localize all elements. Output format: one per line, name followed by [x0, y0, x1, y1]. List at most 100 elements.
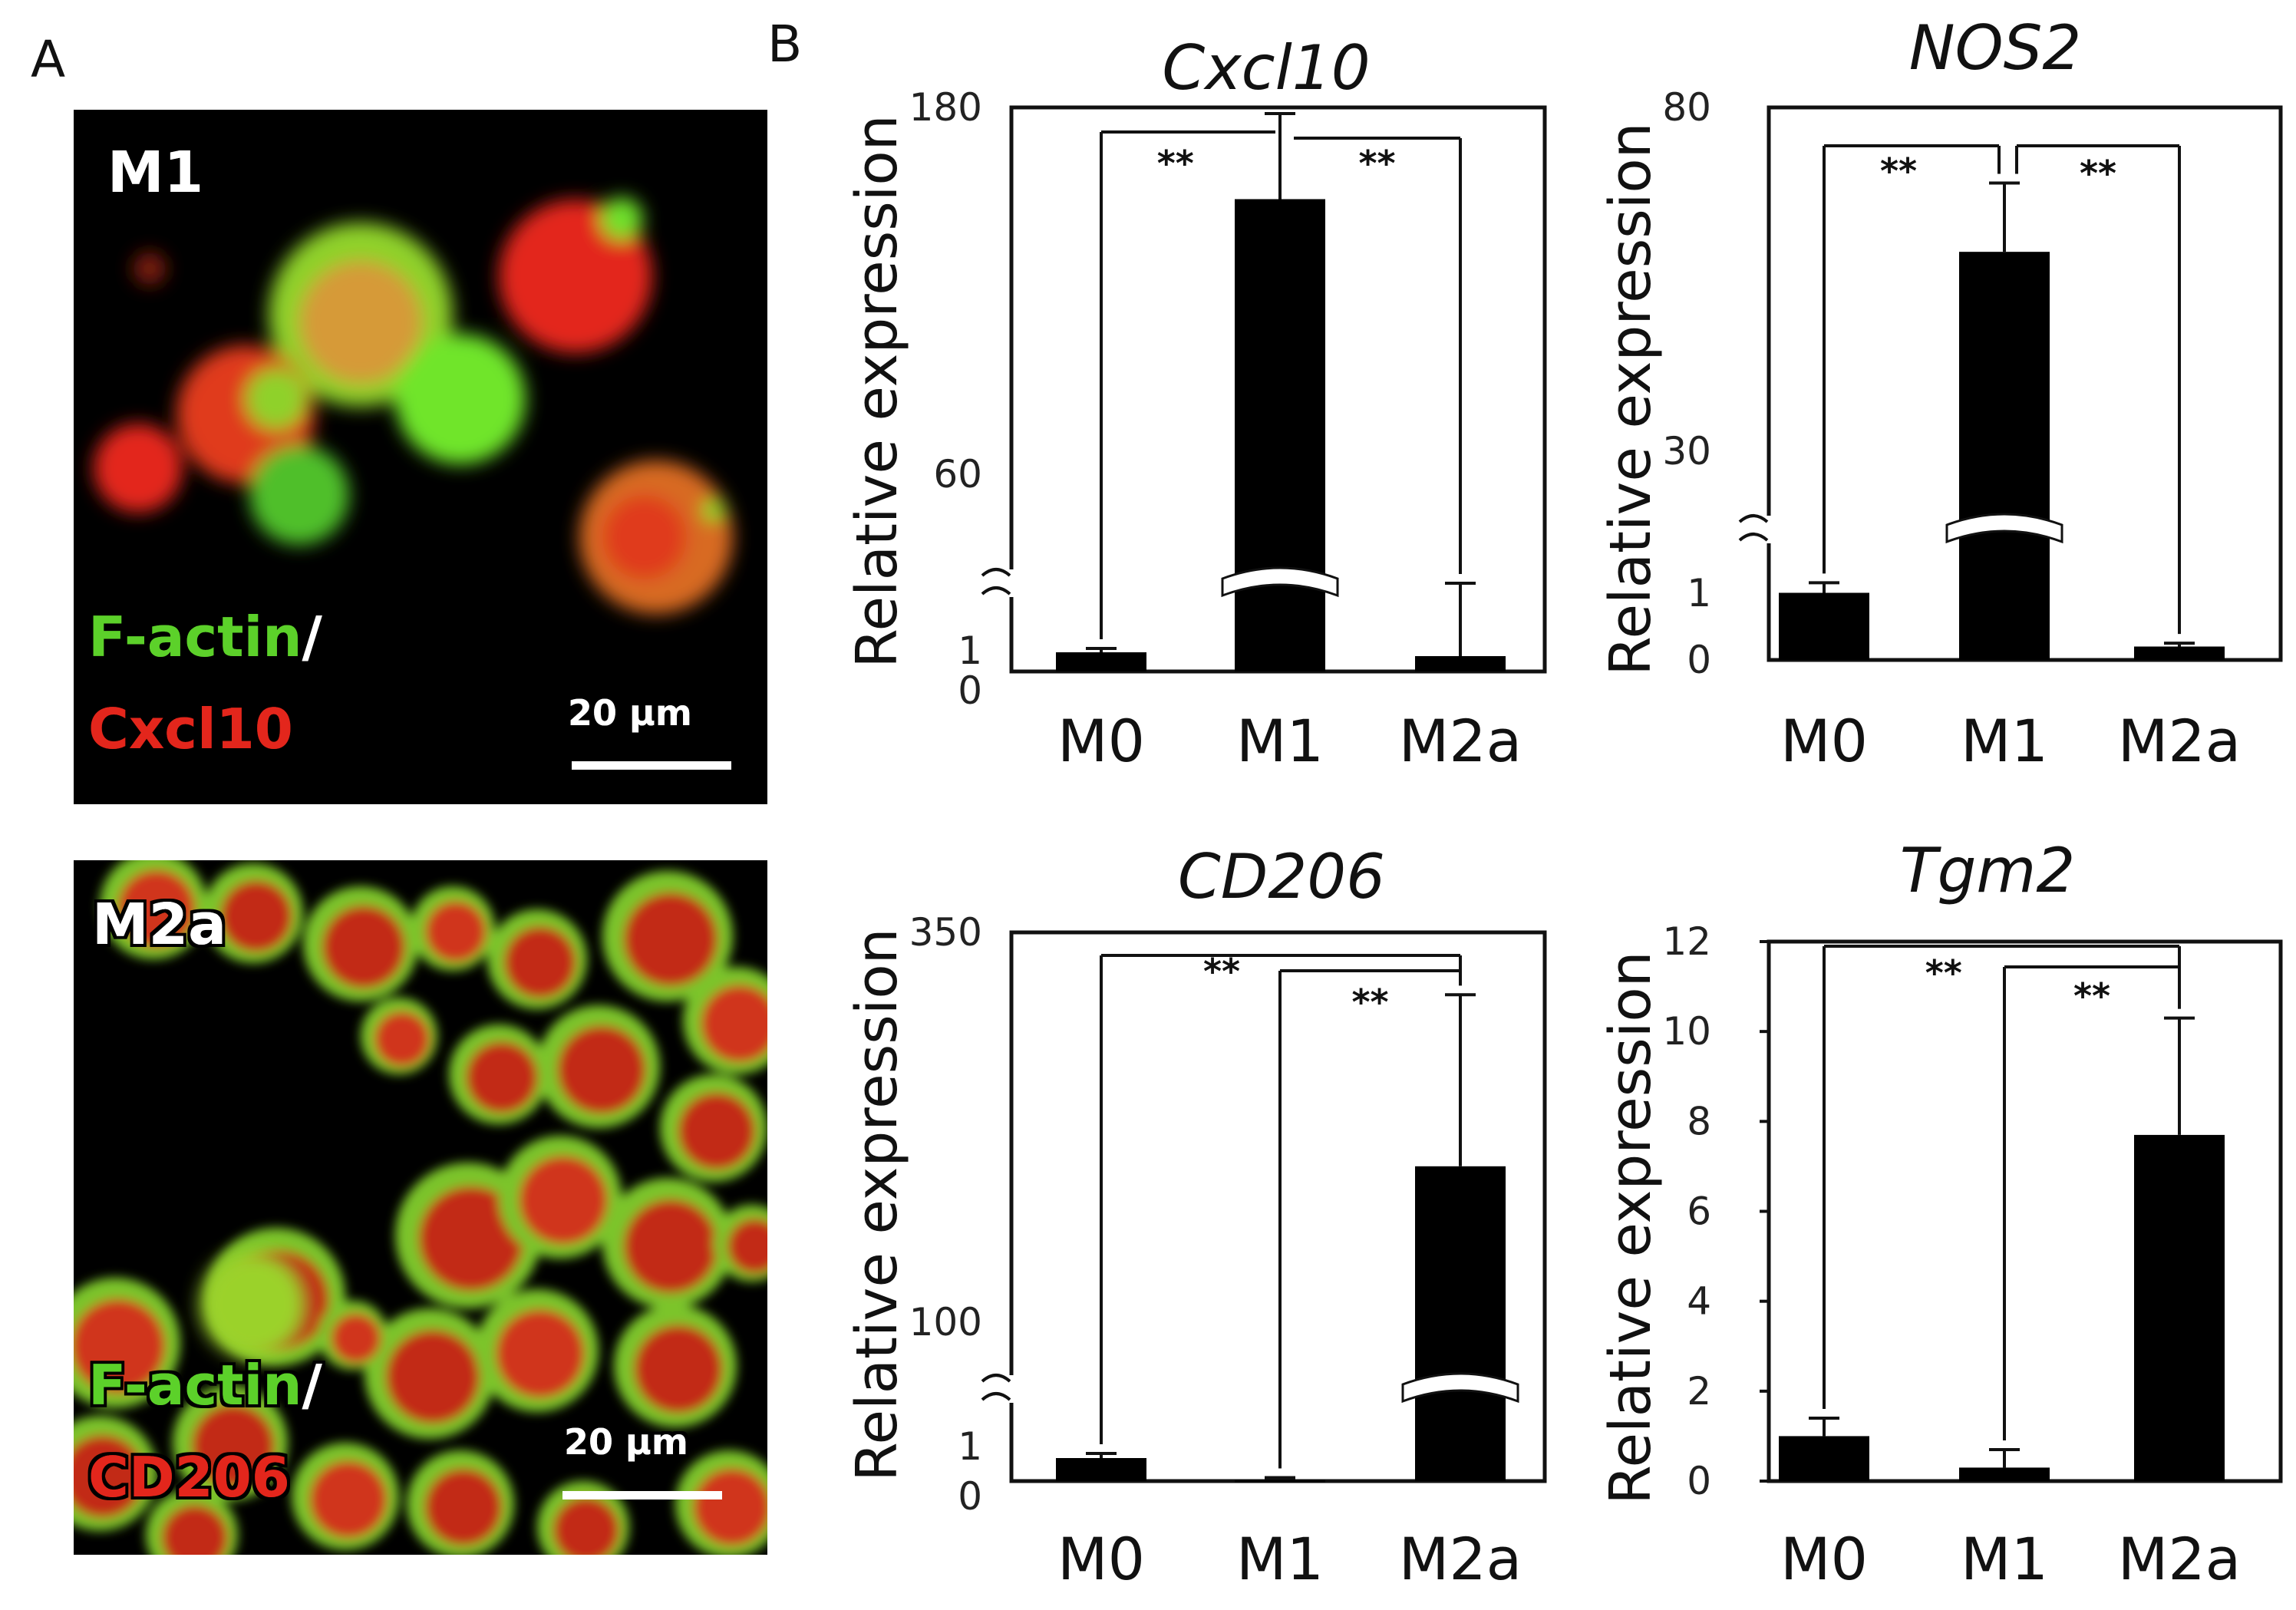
m2a-cell-core	[385, 1329, 480, 1424]
axis-break-mark	[981, 1374, 1011, 1383]
x-category-label: M1	[1236, 1525, 1324, 1593]
bar-m0	[1056, 1458, 1146, 1481]
m2a-cell-core	[519, 1156, 608, 1245]
m2a-cell-core	[374, 1011, 430, 1067]
y-tick-label: 6	[1687, 1189, 1711, 1234]
x-category-label: M0	[1057, 1525, 1145, 1593]
micrograph-m1-stain-red: Cxcl10	[88, 697, 293, 761]
bar-m2a	[1415, 656, 1506, 671]
x-category-label: M2a	[1399, 707, 1522, 775]
y-tick-label: 60	[933, 452, 982, 497]
significance-label: **	[2073, 975, 2110, 1017]
y-tick-label: 4	[1687, 1279, 1711, 1324]
significance-bracket: **	[2015, 144, 2181, 635]
m2a-cell-core	[727, 1219, 767, 1274]
micrograph-m2a-stain-green: F-actin	[88, 1353, 302, 1417]
m2a-cell-core	[220, 880, 292, 952]
y-tick-label: 0	[958, 668, 982, 713]
x-category-label: M0	[1057, 707, 1145, 775]
bar-m2a	[1415, 1166, 1506, 1481]
m2a-cell-core	[322, 906, 405, 988]
micrograph-m2a-stain-red: CD206	[88, 1445, 290, 1509]
micrograph-m2a-stain-label: F-actin/	[88, 1353, 322, 1417]
micrograph-m1-background	[74, 110, 767, 804]
m2a-cell-core	[634, 1325, 723, 1414]
m2a-cell-core	[309, 1460, 388, 1539]
y-tick-label: 12	[1662, 919, 1711, 964]
m2a-cell-core	[331, 1313, 381, 1364]
m2a-cell-core	[623, 892, 718, 987]
bar-break-mark	[1221, 566, 1339, 598]
micrograph-m1-condition: M1	[107, 140, 203, 206]
axis-break-gap	[981, 569, 1019, 597]
bar-break-mark	[1401, 1372, 1519, 1404]
micrograph-m1-stain-label: F-actin/	[88, 605, 322, 669]
micrograph-m1-scale-bar	[572, 761, 731, 770]
y-tick-label: 10	[1662, 1009, 1711, 1054]
x-category-label: M0	[1780, 1525, 1868, 1593]
axis-break-gap	[1738, 516, 1776, 543]
m2a-cell-core	[701, 985, 767, 1063]
micrograph-m2a-stain-separator: /	[302, 1353, 322, 1417]
m2a-cell-core	[678, 1092, 756, 1170]
significance-bracket: **	[1823, 945, 2181, 1409]
chart-title: NOS2	[1909, 12, 2082, 84]
x-category-label: M2a	[1399, 1525, 1522, 1593]
significance-label: **	[1203, 951, 1240, 992]
x-category-label: M2a	[2118, 1525, 2242, 1593]
m2a-cell-core	[74, 1298, 166, 1394]
y-axis-label: Relative expression	[844, 928, 910, 1481]
chart-title: CD206	[1178, 841, 1385, 912]
bar-m2a	[2134, 1134, 2225, 1481]
axis-break-mark	[981, 568, 1011, 577]
micrograph-m2a: M2a F-actin/ CD206 20 µm	[74, 860, 767, 1555]
y-tick-label: 180	[909, 85, 982, 130]
m2a-cell-core	[425, 901, 487, 962]
axis-break-mark	[981, 586, 1011, 596]
x-category-label: M0	[1780, 707, 1868, 775]
significance-label: **	[1358, 143, 1395, 184]
y-tick-label: 100	[909, 1300, 982, 1344]
significance-bracket: **	[1100, 130, 1275, 639]
y-tick-label: 1	[958, 628, 982, 673]
y-tick-label: 0	[958, 1474, 982, 1519]
y-tick-label: 1	[958, 1424, 982, 1469]
x-category-label: M1	[1961, 707, 2048, 775]
y-tick-label: 1	[1687, 571, 1711, 615]
bar-break-mark	[1945, 513, 2063, 544]
panel-a-letter: A	[31, 30, 65, 89]
m2a-cell-core	[557, 1025, 646, 1114]
m2a-cell-core	[74, 1435, 144, 1518]
m2a-cell-core	[161, 1504, 229, 1555]
micrograph-m2a-scale-bar	[562, 1491, 722, 1499]
significance-label: **	[2080, 153, 2116, 194]
bar-m1	[1959, 1467, 2050, 1481]
bar-m0	[1779, 1436, 1869, 1481]
significance-label: **	[1880, 150, 1917, 192]
x-category-label: M1	[1961, 1525, 2048, 1593]
micrograph-m1: M1 F-actin/ Cxcl10 20 µm	[74, 110, 767, 804]
micrograph-m2a-condition: M2a	[92, 892, 226, 958]
bar-m2a	[2134, 646, 2225, 660]
significance-bracket: **	[1294, 137, 1462, 574]
y-axis-label: Relative expression	[1598, 122, 1664, 675]
m2a-cell-core	[418, 1186, 524, 1292]
m2a-cell-core	[117, 869, 196, 948]
y-tick-label: 8	[1687, 1099, 1711, 1143]
micrograph-m1-stain-green: F-actin	[88, 605, 302, 669]
significance-bracket: **	[1278, 969, 1462, 1469]
significance-bracket: **	[2003, 965, 2181, 1440]
chart-title: Tgm2	[1900, 835, 2075, 906]
significance-label: **	[1351, 982, 1388, 1023]
y-tick-label: 350	[909, 910, 982, 955]
m2a-cell-core	[504, 926, 576, 998]
significance-label: **	[1925, 952, 1962, 994]
m2a-cell-core	[693, 1468, 767, 1546]
x-category-label: M2a	[2118, 707, 2242, 775]
